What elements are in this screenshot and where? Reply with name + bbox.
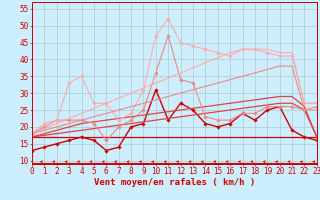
X-axis label: Vent moyen/en rafales ( km/h ): Vent moyen/en rafales ( km/h ) [94, 178, 255, 187]
